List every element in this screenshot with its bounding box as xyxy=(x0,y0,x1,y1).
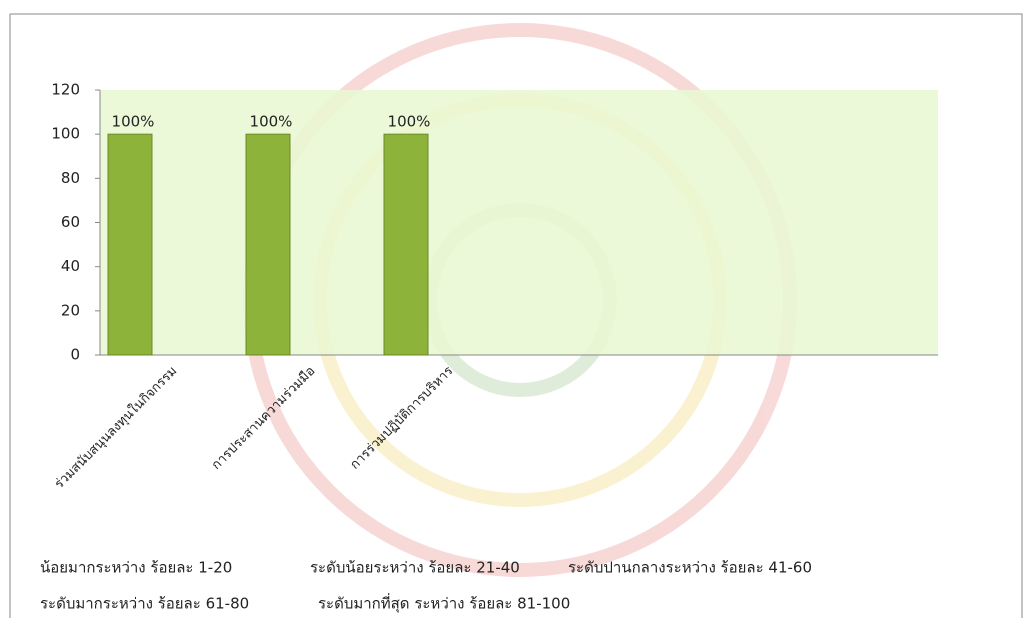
data-label: 100% xyxy=(112,113,155,131)
note: ระดับปานกลางระหว่าง ร้อยละ 41-60 xyxy=(568,559,812,577)
plot-background xyxy=(100,90,938,355)
x-tick-label: ร่วมสนับสนุนลงทุนในกิจกรรม xyxy=(51,363,180,492)
bar xyxy=(245,133,291,356)
bar xyxy=(107,133,153,356)
bar xyxy=(383,133,429,356)
y-tick-label: 20 xyxy=(61,301,80,319)
y-tick-label: 100 xyxy=(51,125,80,143)
note: ระดับมากที่สุด ระหว่าง ร้อยละ 81-100 xyxy=(318,593,570,614)
y-tick-label: 60 xyxy=(61,213,80,231)
data-label: 100% xyxy=(388,113,431,131)
note: น้อยมากระหว่าง ร้อยละ 1-20 xyxy=(40,559,232,577)
data-label: 100% xyxy=(250,113,293,131)
y-tick-label: 120 xyxy=(51,81,80,99)
note: ระดับมากระหว่าง ร้อยละ 61-80 xyxy=(40,595,249,613)
y-tick-label: 80 xyxy=(61,169,80,187)
note: ระดับน้อยระหว่าง ร้อยละ 21-40 xyxy=(310,559,520,577)
y-tick-label: 0 xyxy=(70,346,80,364)
frame xyxy=(9,13,1023,618)
y-tick-label: 40 xyxy=(61,257,80,275)
